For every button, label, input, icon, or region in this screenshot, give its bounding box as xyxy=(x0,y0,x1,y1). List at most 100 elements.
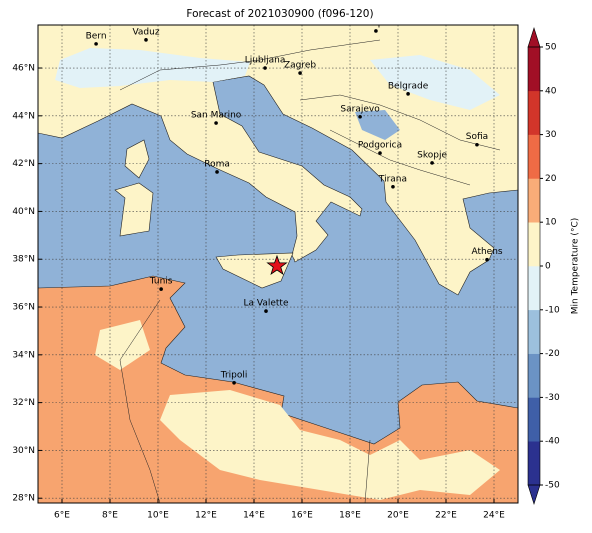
x-tick-label: 8°E xyxy=(102,511,118,521)
colorbar-band xyxy=(528,266,540,311)
y-tick-label: 30°N xyxy=(12,446,35,456)
y-tick-label: 46°N xyxy=(12,64,35,74)
city-dot xyxy=(264,309,268,313)
border xyxy=(119,39,381,91)
x-tick-label: 14°E xyxy=(243,511,265,521)
x-tick-label: 22°E xyxy=(435,511,457,521)
city-label: Skopje xyxy=(417,150,447,160)
colorbar-extend xyxy=(527,484,541,505)
x-tick-label: 6°E xyxy=(54,511,70,521)
colorbar-label: Min Temperature (°C) xyxy=(571,218,581,315)
y-tick-label: 44°N xyxy=(12,111,35,121)
border xyxy=(329,129,471,186)
colorbar-tick-label: -30 xyxy=(545,393,560,403)
city-dot xyxy=(378,151,382,155)
city-label: Ljubljana xyxy=(245,56,286,66)
city-dot xyxy=(144,38,148,42)
colorbar-tick-label: -50 xyxy=(545,481,560,491)
city-label: Vaduz xyxy=(132,27,159,37)
colorbar-band xyxy=(528,222,540,267)
border xyxy=(119,299,161,503)
city-label: San Marino xyxy=(191,110,242,120)
colorbar-tick-label: 50 xyxy=(545,43,557,53)
city-dot xyxy=(263,66,267,70)
mild-region xyxy=(160,390,500,500)
colorbar-extend xyxy=(527,27,541,48)
city-label: Zagreb xyxy=(284,61,316,71)
land-sicily xyxy=(215,252,294,289)
city-label: Bern xyxy=(86,31,107,41)
city-dot xyxy=(232,380,236,385)
colorbar-band xyxy=(528,397,540,442)
city-dot xyxy=(159,287,163,291)
chart-title: Forecast of 2021030900 (f096-120) xyxy=(186,8,373,20)
map-frame xyxy=(37,24,519,504)
border xyxy=(364,439,371,503)
colorbar-tick-label: 0 xyxy=(545,262,551,272)
x-tick-label: 24°E xyxy=(483,511,505,521)
city-label: Roma xyxy=(204,159,230,169)
city-dot xyxy=(358,114,362,119)
grid xyxy=(38,25,518,503)
land-sardinia xyxy=(114,182,154,237)
y-tick-label: 40°N xyxy=(12,207,35,217)
colorbar-tick-label: -10 xyxy=(545,305,560,315)
city-dot xyxy=(374,29,378,33)
colorbar-band xyxy=(528,309,540,354)
colorbar-tick-label: 20 xyxy=(545,174,557,184)
city-dot xyxy=(298,71,302,75)
colorbar-tick-label: -40 xyxy=(545,437,560,447)
x-tick-label: 12°E xyxy=(195,511,217,521)
city-dot xyxy=(391,185,395,189)
axes: 6°E 8°E 10°E 12°E 14°E 16°E 18°E 20°E 22°E 24°E 28… xyxy=(12,64,505,521)
city-label: Budapest xyxy=(355,18,398,28)
colorbar-band xyxy=(528,90,540,135)
colorbar-band xyxy=(528,441,540,486)
colorbar-band xyxy=(528,134,540,179)
city-dot xyxy=(430,161,434,165)
colorbar: -50 -40 -30 -20 -10 0 10 20 30 40 50 xyxy=(527,27,560,505)
city-label: Tirana xyxy=(378,174,407,184)
y-tick-label: 34°N xyxy=(12,350,35,360)
y-tick-label: 42°N xyxy=(12,159,35,169)
x-tick-label: 16°E xyxy=(291,511,313,521)
city-label: La Valette xyxy=(244,299,289,309)
cold-region xyxy=(370,55,500,110)
colorbar-band xyxy=(528,353,540,398)
colorbar-tick-label: 40 xyxy=(545,86,557,96)
colorbar-tick-label: 10 xyxy=(545,218,557,228)
city-dot xyxy=(214,121,218,125)
city-label: Athens xyxy=(471,247,502,257)
y-tick-label: 32°N xyxy=(12,398,35,408)
city-label: Tunis xyxy=(149,277,173,287)
x-tick-label: 18°E xyxy=(339,511,361,521)
city-label: Belgrade xyxy=(388,81,429,91)
colorbar-tick-label: -20 xyxy=(545,349,560,359)
y-tick-label: 36°N xyxy=(12,303,35,313)
borders xyxy=(119,39,501,503)
x-tick-label: 20°E xyxy=(387,511,409,521)
city-dot xyxy=(94,42,98,46)
x-tick-label: 10°E xyxy=(147,511,169,521)
y-tick-label: 38°N xyxy=(12,255,35,265)
colorbar-band xyxy=(528,47,540,92)
city-dot xyxy=(485,257,489,262)
city-dot xyxy=(475,142,479,147)
star-marker xyxy=(266,254,288,275)
city-dot xyxy=(406,92,410,96)
colorbar-band xyxy=(528,178,540,223)
cold-region xyxy=(55,48,250,88)
land-corsica xyxy=(124,139,150,179)
cold-region xyxy=(355,110,400,140)
city-dot xyxy=(215,170,219,174)
city-label: Sofia xyxy=(466,132,488,142)
border xyxy=(299,94,501,151)
y-tick-label: 28°N xyxy=(12,494,35,504)
city-label: Sarajevo xyxy=(340,104,380,114)
mild-region xyxy=(95,320,150,370)
colorbar-tick-label: 30 xyxy=(545,130,557,140)
city-label: Tripoli xyxy=(220,370,248,380)
